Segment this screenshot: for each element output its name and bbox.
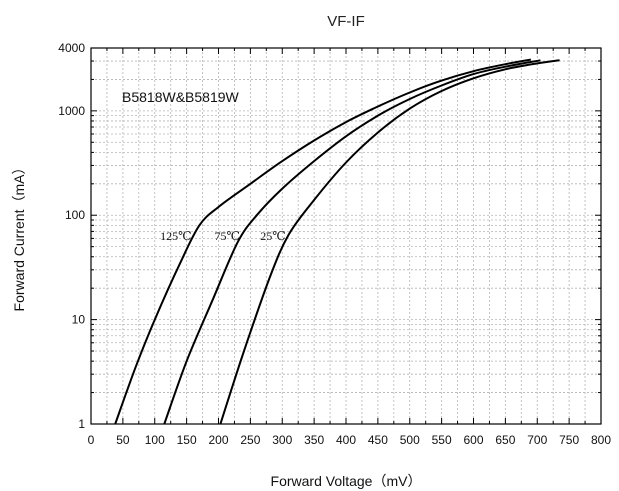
x-tick-labels: 0 50 100 150 200 250 300 350 400 450 500 550 600 650 7… [88,433,612,447]
y-tick-label: 1 [78,417,85,431]
series-label-1: 75℃ [215,229,240,243]
y-tick-label: 100 [65,208,85,222]
x-tick-label: 250 [240,433,260,447]
x-tick-label: 50 [116,433,130,447]
x-tick-label: 150 [177,433,197,447]
x-tick-label: 600 [463,433,483,447]
series-curves [114,58,560,425]
y-tick-label: 4000 [58,41,85,55]
series-curve-2 [219,59,560,425]
grid-lines [91,48,601,424]
series-curve-1 [163,59,541,425]
chart-annotation: B5818W&B5819W [122,89,240,105]
x-tick-label: 300 [272,433,292,447]
x-tick-label: 800 [591,433,611,447]
series-label-2: 25℃ [260,229,285,243]
x-tick-label: 650 [495,433,515,447]
x-tick-label: 450 [368,433,388,447]
x-axis-label: Forward Voltage（mV） [271,473,422,489]
y-tick-label: 1000 [58,104,85,118]
x-tick-label: 700 [527,433,547,447]
x-tick-label: 0 [88,433,95,447]
x-tick-label: 750 [559,433,579,447]
x-tick-label: 100 [145,433,165,447]
series-label-0: 125℃ [160,229,191,243]
x-tick-label: 500 [400,433,420,447]
y-axis-label: Forward Current（mA） [11,161,27,312]
x-tick-label: 550 [432,433,452,447]
y-tick-label: 10 [72,313,86,327]
chart-title: VF-IF [327,13,365,30]
x-tick-label: 400 [336,433,356,447]
x-tick-label: 200 [208,433,228,447]
series-labels: 125℃ 75℃ 25℃ [160,229,285,243]
y-tick-labels: 1 10 100 1000 4000 [58,41,85,431]
series-curve-0 [114,58,532,425]
axis-ticks [90,47,602,425]
x-tick-label: 350 [304,433,324,447]
